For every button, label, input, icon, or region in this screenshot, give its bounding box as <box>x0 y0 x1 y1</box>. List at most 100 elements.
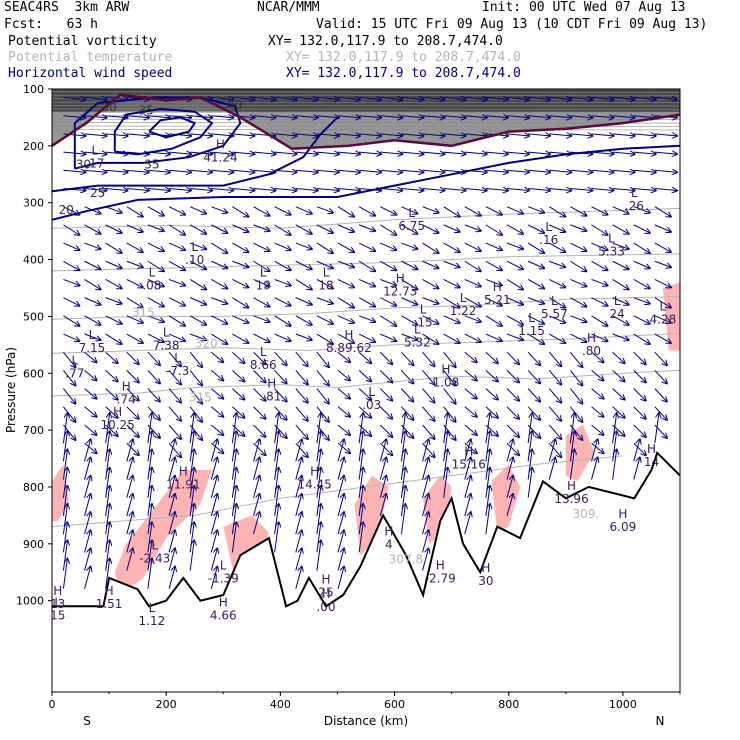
wind-vector <box>633 152 656 154</box>
wind-vector <box>358 242 375 251</box>
wind-vector <box>570 116 592 118</box>
wind-vector <box>527 206 544 213</box>
wind-vector <box>654 170 677 172</box>
extremum-value: 14 <box>644 455 659 469</box>
wind-vector <box>189 522 194 553</box>
wind-vector <box>443 370 456 385</box>
wind-vector <box>569 450 574 480</box>
wind-vector <box>211 98 233 100</box>
wind-vector <box>549 315 565 323</box>
wind-vector <box>380 170 402 172</box>
wind-vector <box>464 116 487 118</box>
wind-vector <box>295 98 318 100</box>
wind-vector <box>506 260 523 269</box>
wind-vector <box>190 116 212 118</box>
wind-vector <box>527 333 544 344</box>
extremum-type: H <box>267 376 276 390</box>
wind-vector <box>485 406 498 418</box>
wind-vector <box>210 476 217 498</box>
wind-vector <box>337 333 354 343</box>
extremum-value: .10 <box>185 253 204 267</box>
wind-vector <box>295 424 308 439</box>
wind-vector <box>337 206 354 217</box>
theta-label: 309. <box>572 507 599 521</box>
wind-vector <box>654 279 671 287</box>
wind-vector <box>210 351 223 362</box>
extremum-type: L <box>420 303 427 317</box>
wind-vector <box>274 351 287 365</box>
extremum-value: 30 <box>478 574 493 588</box>
strat-streak <box>52 129 680 131</box>
wind-vector <box>443 468 448 498</box>
wind-vector <box>232 224 248 232</box>
wind-vector <box>358 260 375 271</box>
wind-vector <box>379 388 392 401</box>
wind-vector <box>253 297 270 307</box>
wind-vector <box>232 279 248 287</box>
wind-vector <box>485 98 508 100</box>
wind-vector <box>316 413 321 444</box>
wind-vector <box>612 134 635 136</box>
wind-vector <box>654 406 667 420</box>
wind-vector <box>147 206 164 216</box>
wind-vector <box>253 188 276 190</box>
wind-vector <box>400 468 405 498</box>
wind-vector <box>591 458 598 480</box>
extremum-type: L <box>545 220 552 234</box>
wind-vector <box>401 370 413 383</box>
wind-vector <box>358 333 375 342</box>
wind-vector <box>379 458 386 480</box>
wind-vector <box>422 98 445 100</box>
wind-vector <box>591 297 608 306</box>
wind-vector <box>126 494 133 517</box>
wind-vector <box>506 494 513 517</box>
wind-vector <box>337 512 344 535</box>
wind-vector <box>232 170 254 172</box>
wind-vector <box>231 431 236 462</box>
wind-vector <box>612 388 625 400</box>
wind-vector <box>464 188 487 190</box>
wind-vector <box>506 351 519 364</box>
wind-vector <box>337 370 350 380</box>
legend-pv-xy: XY= 132.0,117.9 to 208.7,474.0 <box>268 34 503 49</box>
extremum-type: L <box>414 322 421 336</box>
wind-vector <box>612 260 629 269</box>
wind-vector <box>295 315 312 325</box>
wind-vector <box>232 98 254 100</box>
wind-vector <box>506 170 529 172</box>
wind-vector <box>443 260 460 267</box>
wind-vector <box>443 315 460 323</box>
wind-vector <box>253 406 266 419</box>
wind-vector <box>63 315 79 326</box>
extremum-type: L <box>660 300 667 314</box>
wind-vector <box>337 439 344 462</box>
wind-vector <box>253 442 266 455</box>
wind-vector <box>189 504 194 535</box>
wind-vector <box>253 370 266 382</box>
wind-vector <box>105 468 110 498</box>
wind-vector <box>147 333 164 342</box>
wind-vector <box>84 370 97 380</box>
wind-vector <box>211 116 233 118</box>
wind-vector <box>147 431 152 462</box>
extremum-type: L <box>89 328 96 342</box>
y-tick-label: 400 <box>23 254 44 267</box>
wind-vector <box>274 206 291 215</box>
extremum-type: H <box>105 584 114 598</box>
wind-vector <box>464 152 487 154</box>
wind-vector <box>358 431 363 462</box>
wind-vector <box>337 458 344 480</box>
wind-vector <box>358 297 375 307</box>
wind-vector <box>84 188 107 190</box>
wind-vector <box>274 278 291 285</box>
wind-vector <box>126 476 133 498</box>
wind-vector <box>232 152 254 154</box>
wind-vector <box>126 530 133 553</box>
wind-vector <box>189 315 206 325</box>
wind-vector <box>591 224 608 235</box>
wind-vector <box>168 388 181 403</box>
wind-vector <box>253 152 276 154</box>
wind-vector <box>274 134 297 136</box>
wind-vector <box>337 152 360 154</box>
wind-label: 25 <box>90 186 105 200</box>
